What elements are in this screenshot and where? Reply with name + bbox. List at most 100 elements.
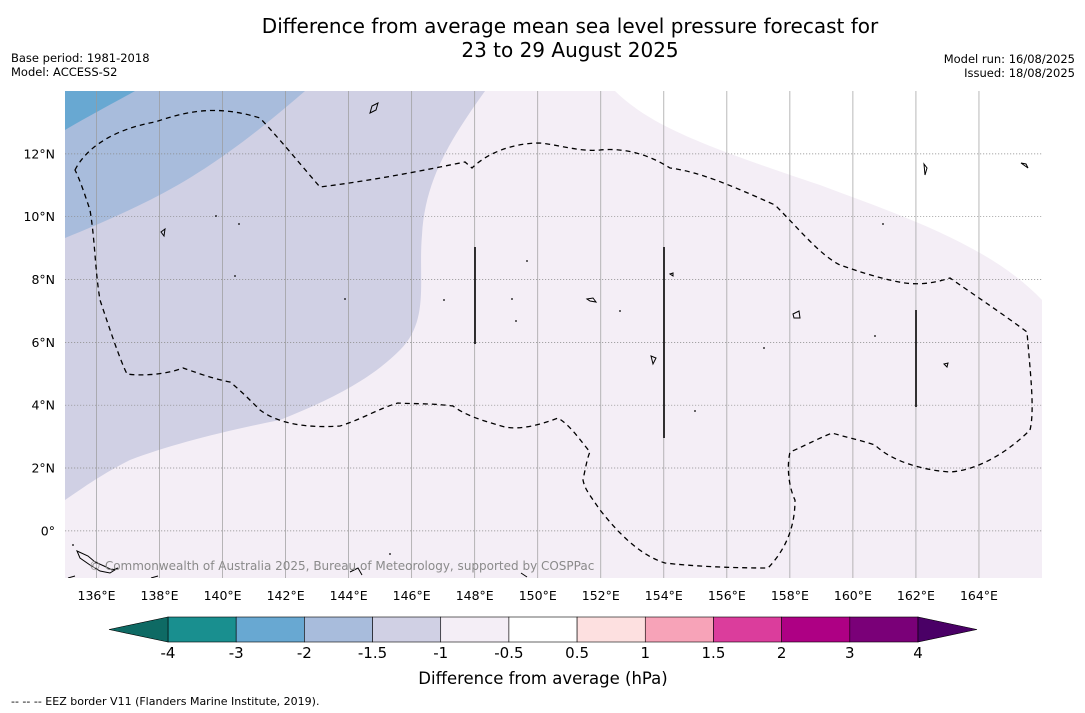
colorbar-under-arrow (108, 616, 169, 643)
map-title: Difference from average mean sea level p… (0, 14, 1085, 62)
eez-footnote: -- -- -- EEZ border V11 (Flanders Marine… (11, 695, 320, 708)
island-outline (520, 572, 528, 578)
longitude-tick-label: 136°E (78, 588, 116, 603)
longitude-tick-label: 154°E (645, 588, 683, 603)
island-dot (511, 298, 513, 300)
longitude-tick-label: 142°E (267, 588, 305, 603)
island-dot (238, 223, 240, 225)
base-info: Base period: 1981-2018 Model: ACCESS-S2 (11, 51, 150, 79)
colorbar-box (440, 616, 510, 643)
island-dot (619, 310, 621, 312)
colorbar-tick-label: -1.5 (358, 644, 387, 662)
longitude-tick-label: 146°E (393, 588, 431, 603)
colorbar-title: Difference from average (hPa) (418, 669, 667, 688)
island-dot (344, 298, 346, 300)
island-dot (526, 260, 528, 262)
longitude-tick-label: 164°E (960, 588, 998, 603)
island-outline (1020, 162, 1029, 169)
eez-boundary-lines (474, 247, 917, 438)
colorbar-boxes (167, 616, 919, 643)
colorbar-box (372, 616, 442, 643)
colorbar-tick-label: -2 (297, 644, 312, 662)
longitude-tick-label: 140°E (204, 588, 242, 603)
small-islands (72, 215, 884, 555)
island-outline (668, 272, 674, 277)
copyright-notice: © Commonwealth of Australia 2025, Bureau… (89, 559, 594, 573)
latitude-tick-label: 4°N (31, 398, 55, 413)
colorbar-tick-label: 1.5 (702, 644, 726, 662)
colorbar-tick-label: -1 (433, 644, 448, 662)
colorbar-tick-labels: -4 -3 -2 -1.5 -1 -0.5 0.5 1 1.5 2 3 4 (161, 644, 923, 662)
island-dot (515, 320, 517, 322)
colorbar-tick-label: 1 (640, 644, 650, 662)
colorbar-box (576, 616, 646, 643)
title-line-2: 23 to 29 August 2025 (461, 38, 679, 62)
title-line-1: Difference from average mean sea level p… (261, 14, 879, 38)
island-outline (923, 162, 928, 176)
longitude-tick-label: 158°E (771, 588, 809, 603)
longitude-tick-label: 156°E (708, 588, 746, 603)
latitude-tick-label: 6°N (31, 335, 55, 350)
colorbar: -4 -3 -2 -1.5 -1 -0.5 0.5 1 1.5 2 3 4 Difference fr… (108, 616, 978, 688)
colorbar-box (304, 616, 373, 643)
base-period-label: Base period: 1981-2018 (11, 51, 150, 65)
longitude-tick-label: 162°E (897, 588, 935, 603)
coastlines (67, 102, 1029, 578)
longitude-tick-label: 144°E (330, 588, 368, 603)
colorbar-tick-label: -3 (229, 644, 244, 662)
island-dot (882, 223, 884, 225)
island-outline (150, 575, 159, 578)
latitude-tick-label: 0° (41, 523, 55, 538)
colorbar-box (849, 616, 919, 643)
island-outline (67, 575, 76, 578)
colorbar-over-arrow (917, 616, 978, 643)
island-outline (369, 102, 379, 114)
longitude-tick-label: 148°E (456, 588, 494, 603)
run-info: Model run: 16/08/2025 Issued: 18/08/2025 (944, 52, 1075, 80)
island-dot (694, 410, 696, 412)
issued-label: Issued: 18/08/2025 (964, 66, 1075, 80)
colorbar-box (644, 616, 714, 643)
island-dot (763, 347, 765, 349)
field-band-minus-2-to-minus-3 (65, 91, 135, 130)
colorbar-tick-label: 0.5 (565, 644, 589, 662)
island-outline (943, 362, 949, 368)
colorbar-tick-label: 3 (845, 644, 855, 662)
latitude-tick-labels: 12°N 10°N 8°N 6°N 4°N 2°N 0° (23, 146, 55, 538)
latitude-tick-label: 12°N (23, 146, 55, 161)
colorbar-box (167, 616, 237, 643)
latitude-tick-label: 2°N (31, 461, 55, 476)
eez-border (74, 109, 1033, 569)
island-outline (792, 310, 801, 319)
island-outline (650, 355, 657, 366)
new-guinea-coast (76, 550, 119, 574)
longitude-tick-label: 138°E (141, 588, 179, 603)
colorbar-box (235, 616, 305, 643)
colorbar-tick-label: -0.5 (494, 644, 523, 662)
island-dot (874, 335, 876, 337)
field-band-minus-1-to-minus-1-5 (65, 91, 485, 500)
pressure-field: © Commonwealth of Australia 2025, Bureau… (65, 91, 1042, 578)
island-dot (389, 553, 391, 555)
colorbar-tick-label: -4 (161, 644, 176, 662)
colorbar-tick-label: 2 (777, 644, 787, 662)
latitude-tick-label: 10°N (23, 209, 55, 224)
island-outline (585, 297, 598, 303)
island-dot (215, 215, 217, 217)
model-label: Model: ACCESS-S2 (11, 65, 118, 79)
colorbar-box (713, 616, 782, 643)
colorbar-tick-label: 4 (913, 644, 923, 662)
longitude-tick-labels: 136°E 138°E 140°E 142°E 144°E 146°E 148°E 150°E… (78, 588, 999, 603)
latitude-tick-label: 8°N (31, 272, 55, 287)
longitude-tick-label: 150°E (519, 588, 557, 603)
gridlines (65, 91, 1042, 578)
field-band-minus-1-5-to-minus-2 (65, 91, 305, 238)
island-outline (160, 227, 166, 238)
island-dot (234, 275, 236, 277)
model-run-label: Model run: 16/08/2025 (943, 52, 1075, 66)
longitude-tick-label: 160°E (834, 588, 872, 603)
island-outline (349, 567, 363, 576)
island-dot (72, 544, 74, 546)
island-dot (443, 299, 445, 301)
